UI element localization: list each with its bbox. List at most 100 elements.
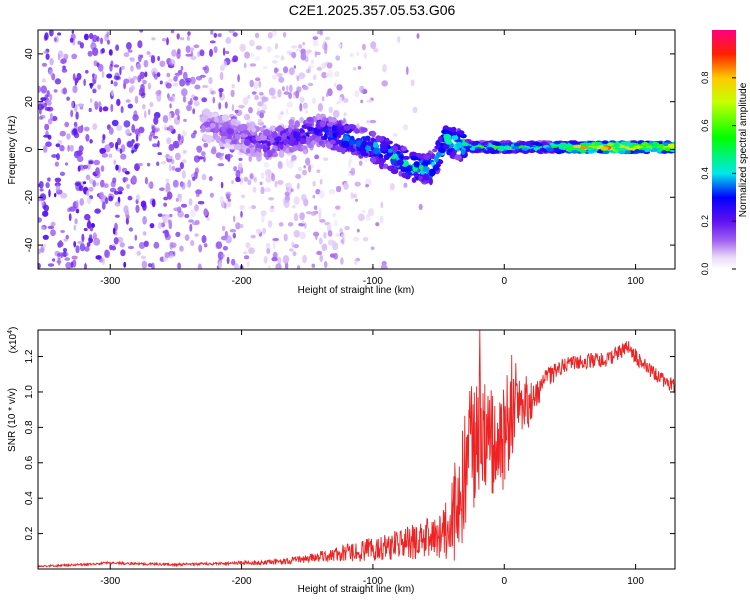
spectrogram-noise-cell: [312, 194, 316, 199]
spectrogram-noise-cell: [182, 149, 187, 154]
spectrogram-noise-cell: [181, 170, 186, 179]
spectrogram-noise-cell: [88, 186, 94, 192]
spectrogram-noise-cell: [290, 45, 298, 49]
spectrogram-noise-cell: [219, 90, 223, 98]
spectrogram-signal-cell: [451, 135, 459, 141]
spectrogram-signal-cell: [329, 139, 336, 145]
spectrogram-noise-cell: [189, 223, 193, 232]
snr-background: [38, 330, 675, 569]
spectrogram-noise-cell: [381, 80, 389, 87]
spectrogram-noise-cell: [150, 55, 156, 64]
spectrogram-noise-cell: [235, 169, 241, 179]
spectrogram-signal-cell: [601, 140, 609, 144]
spectrogram-noise-cell: [170, 158, 175, 165]
spectrogram-noise-cell: [186, 104, 192, 112]
spectrogram-noise-cell: [136, 194, 140, 202]
snr-y-tick-label: 0.2: [24, 526, 35, 540]
spectrogram-noise-cell: [231, 84, 235, 89]
snr-x-tick-label: -200: [232, 576, 252, 587]
spectrogram-noise-cell: [115, 141, 119, 150]
spectrogram-noise-cell: [261, 214, 265, 223]
spectrogram-noise-cell: [247, 179, 252, 186]
spectrogram-noise-cell: [113, 75, 120, 80]
spectrogram-noise-cell: [189, 76, 196, 85]
spectrogram-noise-cell: [308, 164, 312, 173]
spectrogram-noise-cell: [60, 192, 68, 199]
spectrogram-signal-cell: [606, 142, 614, 147]
spectrogram-noise-cell: [293, 65, 297, 69]
spectrogram-noise-cell: [135, 133, 139, 142]
spectrogram-noise-cell: [177, 48, 181, 55]
spectrogram-noise-cell: [134, 95, 139, 104]
spectrogram-noise-cell: [380, 264, 388, 269]
spectrogram-noise-cell: [181, 88, 188, 97]
spectrogram-noise-cell: [259, 112, 265, 119]
spectrogram-noise-cell: [210, 90, 217, 95]
spectrogram-noise-cell: [403, 182, 408, 188]
spectrogram-noise-cell: [231, 258, 236, 266]
spectrogram-noise-cell: [153, 241, 160, 249]
spectrogram-signal-cell: [471, 142, 478, 146]
spectrogram-noise-cell: [325, 92, 329, 97]
spectrogram-noise-cell: [201, 235, 207, 244]
spectrogram-signal-cell: [438, 147, 446, 154]
spectrogram-noise-cell: [406, 66, 409, 75]
spectrogram-x-tick-label: -200: [232, 276, 252, 287]
spectrogram-noise-cell: [190, 55, 197, 61]
spectrogram-noise-cell: [69, 37, 74, 43]
spectrogram-noise-cell: [275, 43, 278, 50]
spectrogram-noise-cell: [262, 227, 267, 235]
spectrogram-signal-cell: [521, 147, 529, 151]
spectrogram-noise-cell: [289, 248, 294, 252]
spectrogram-noise-cell: [122, 176, 129, 182]
spectrogram-noise-cell: [63, 248, 67, 253]
spectrogram-signal-cell: [613, 143, 621, 148]
spectrogram-signal-cell: [227, 144, 235, 150]
spectrogram-noise-cell: [332, 212, 337, 217]
spectrogram-signal-cell: [226, 128, 234, 135]
spectrogram-noise-cell: [293, 213, 299, 222]
spectrogram-noise-cell: [159, 80, 163, 85]
spectrogram-noise-cell: [113, 190, 119, 195]
spectrogram-signal-cell: [443, 133, 452, 140]
spectrogram-noise-cell: [57, 252, 64, 257]
spectrogram-noise-cell: [89, 83, 94, 87]
spectrogram-noise-cell: [42, 234, 49, 240]
spectrogram-noise-cell: [302, 42, 306, 46]
spectrogram-signal-cell: [413, 171, 419, 178]
spectrogram-noise-cell: [173, 207, 180, 212]
spectrogram-noise-cell: [237, 162, 243, 171]
spectrogram-noise-cell: [117, 191, 123, 195]
spectrogram-signal-cell: [596, 149, 604, 154]
spectrogram-noise-cell: [249, 79, 254, 88]
spectrogram-signal-cell: [239, 123, 248, 131]
spectrogram-noise-cell: [397, 36, 401, 43]
snr-x-tick-label: 0: [501, 576, 507, 587]
spectrogram-noise-cell: [167, 155, 173, 160]
spectrogram-signal-cell: [614, 146, 622, 151]
spectrogram-noise-cell: [240, 194, 246, 199]
spectrogram-signal-cell: [397, 159, 404, 166]
spectrogram-noise-cell: [54, 161, 60, 167]
spectrogram-signal-cell: [553, 148, 560, 152]
spectrogram-noise-cell: [332, 109, 340, 118]
spectrogram-noise-cell: [318, 212, 322, 220]
spectrogram-noise-cell: [44, 106, 51, 111]
spectrogram-noise-cell: [171, 49, 177, 57]
spectrogram-noise-cell: [254, 56, 261, 61]
spectrogram-signal-cell: [243, 129, 249, 135]
spectrogram-noise-cell: [366, 213, 371, 222]
spectrogram-signal-cell: [220, 137, 226, 143]
spectrogram-noise-cell: [181, 134, 184, 144]
spectrogram-noise-cell: [131, 124, 136, 133]
spectrogram-noise-cell: [370, 41, 377, 49]
spectrogram-signal-cell: [255, 151, 261, 158]
spectrogram-noise-cell: [225, 193, 231, 200]
spectrogram-noise-cell: [392, 133, 398, 137]
spectrogram-noise-cell: [89, 98, 93, 103]
spectrogram-noise-cell: [277, 89, 282, 98]
spectrogram-y-tick-label: 40: [24, 48, 35, 60]
spectrogram-signal-cell: [338, 128, 346, 134]
spectrogram-noise-cell: [69, 144, 74, 152]
spectrogram-noise-cell: [271, 95, 277, 100]
